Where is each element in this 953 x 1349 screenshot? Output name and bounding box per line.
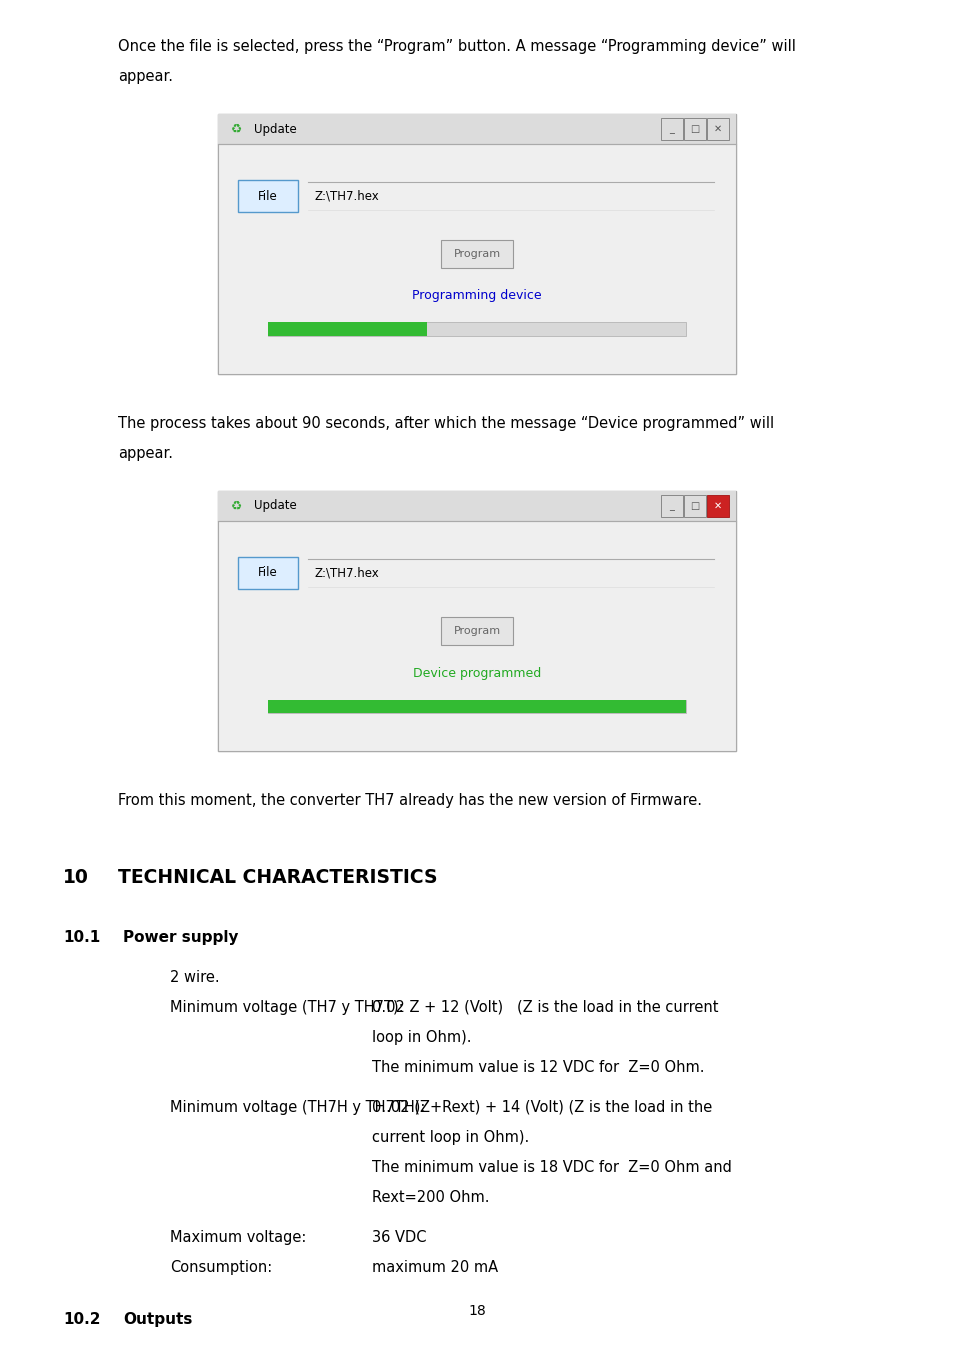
Text: The process takes about 90 seconds, after which the message “Device programmed” : The process takes about 90 seconds, afte… xyxy=(118,415,773,430)
Text: 10.1: 10.1 xyxy=(63,929,100,946)
Text: Outputs: Outputs xyxy=(123,1313,193,1327)
Text: ✕: ✕ xyxy=(713,124,721,134)
Bar xyxy=(660,495,682,517)
Text: Update: Update xyxy=(253,123,296,135)
Bar xyxy=(218,144,735,374)
Text: ♻: ♻ xyxy=(231,499,242,513)
Text: Program: Program xyxy=(453,626,500,635)
Text: Power supply: Power supply xyxy=(123,929,238,946)
Text: Update: Update xyxy=(253,499,296,513)
FancyBboxPatch shape xyxy=(237,179,297,212)
Bar xyxy=(268,322,426,336)
Bar xyxy=(660,117,682,140)
Bar xyxy=(268,700,685,712)
Text: current loop in Ohm).: current loop in Ohm). xyxy=(372,1130,529,1145)
Text: Rext=200 Ohm.: Rext=200 Ohm. xyxy=(372,1190,489,1205)
Text: maximum 20 mA: maximum 20 mA xyxy=(372,1260,497,1275)
Text: _: _ xyxy=(669,500,674,511)
Text: Z:\TH7.hex: Z:\TH7.hex xyxy=(314,567,378,580)
Bar xyxy=(218,491,735,521)
Text: Minimum voltage (TH7H y TH7TH):: Minimum voltage (TH7H y TH7TH): xyxy=(170,1099,425,1116)
Bar xyxy=(683,495,705,517)
Text: □: □ xyxy=(690,124,699,134)
Text: The minimum value is 18 VDC for  Z=0 Ohm and: The minimum value is 18 VDC for Z=0 Ohm … xyxy=(372,1160,731,1175)
Text: Device programmed: Device programmed xyxy=(413,666,540,680)
Text: ✕: ✕ xyxy=(713,500,721,511)
Text: 0..02 (Z+Rext) + 14 (Volt) (Z is the load in the: 0..02 (Z+Rext) + 14 (Volt) (Z is the loa… xyxy=(372,1099,712,1116)
Text: loop in Ohm).: loop in Ohm). xyxy=(372,1031,471,1045)
Bar xyxy=(218,115,735,144)
Text: □: □ xyxy=(690,500,699,511)
Text: 10: 10 xyxy=(63,867,89,888)
Text: appear.: appear. xyxy=(118,447,172,461)
Text: From this moment, the converter TH7 already has the new version of Firmware.: From this moment, the converter TH7 alre… xyxy=(118,793,701,808)
Text: ♻: ♻ xyxy=(231,123,242,135)
Text: 0.02 Z + 12 (Volt)   (Z is the load in the current: 0.02 Z + 12 (Volt) (Z is the load in the… xyxy=(372,1000,718,1014)
Text: Programming device: Programming device xyxy=(412,290,541,302)
Text: 2 wire.: 2 wire. xyxy=(170,970,219,985)
FancyBboxPatch shape xyxy=(440,616,513,645)
FancyBboxPatch shape xyxy=(440,240,513,268)
Text: Z:\TH7.hex: Z:\TH7.hex xyxy=(314,189,378,202)
Text: 10.2: 10.2 xyxy=(63,1313,100,1327)
Bar xyxy=(706,495,728,517)
Text: Consumption:: Consumption: xyxy=(170,1260,272,1275)
Text: Once the file is selected, press the “Program” button. A message “Programming de: Once the file is selected, press the “Pr… xyxy=(118,39,795,54)
Text: File: File xyxy=(258,189,277,202)
FancyBboxPatch shape xyxy=(237,557,297,590)
Text: Minimum voltage (TH7 y TH7T):: Minimum voltage (TH7 y TH7T): xyxy=(170,1000,403,1014)
Bar xyxy=(683,117,705,140)
Text: File: File xyxy=(258,567,277,580)
Text: appear.: appear. xyxy=(118,69,172,84)
FancyBboxPatch shape xyxy=(218,115,735,374)
FancyBboxPatch shape xyxy=(218,491,735,751)
Text: The minimum value is 12 VDC for  Z=0 Ohm.: The minimum value is 12 VDC for Z=0 Ohm. xyxy=(372,1060,703,1075)
Bar xyxy=(268,322,685,336)
Text: 18: 18 xyxy=(468,1304,485,1318)
Text: _: _ xyxy=(669,124,674,134)
Bar xyxy=(268,700,685,712)
Text: Program: Program xyxy=(453,250,500,259)
Bar xyxy=(218,521,735,751)
Text: 36 VDC: 36 VDC xyxy=(372,1230,426,1245)
Text: TECHNICAL CHARACTERISTICS: TECHNICAL CHARACTERISTICS xyxy=(118,867,437,888)
Bar xyxy=(706,117,728,140)
Text: Maximum voltage:: Maximum voltage: xyxy=(170,1230,306,1245)
